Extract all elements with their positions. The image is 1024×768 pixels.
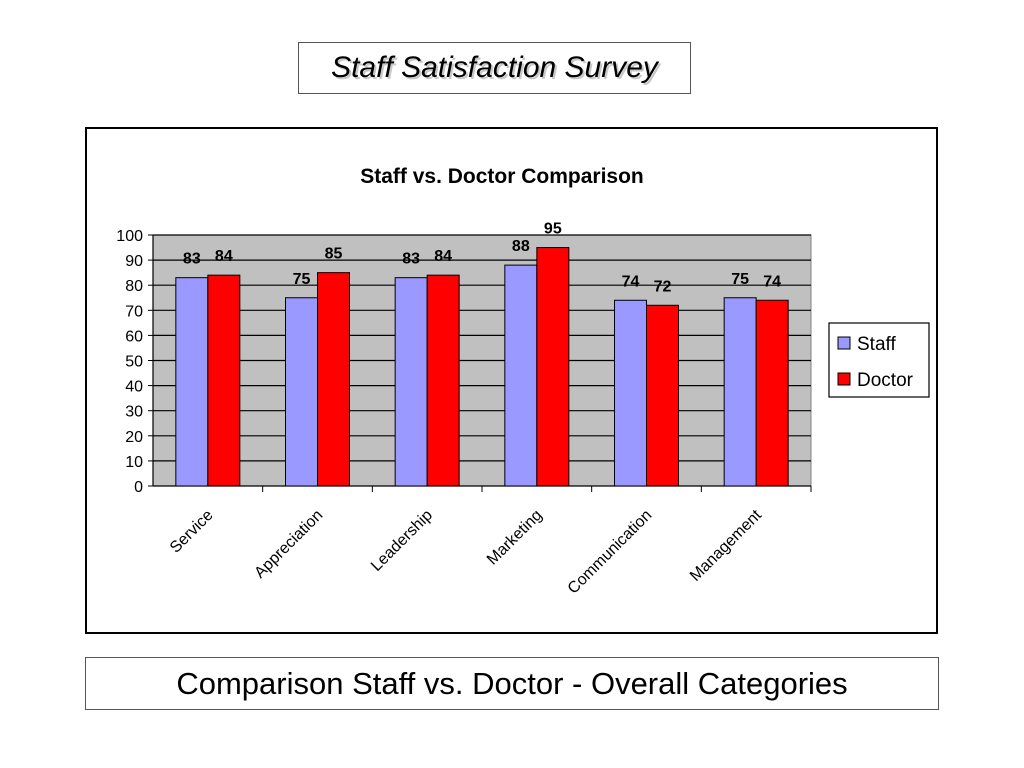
data-label: 74 (622, 273, 640, 290)
chart-legend: Staff Doctor (828, 322, 930, 398)
legend-label-staff: Staff (857, 334, 896, 355)
x-tick-label: Marketing (484, 507, 546, 569)
y-tick-label: 80 (125, 278, 143, 295)
bar-staff (614, 299, 647, 487)
bar-staff (285, 297, 318, 487)
x-tick-label: Management (687, 506, 765, 584)
y-tick-label: 40 (125, 379, 143, 396)
x-tick-label: Appreciation (251, 507, 326, 582)
chart-frame: Staff vs. Doctor Comparison 0 10 20 30 40 50 6… (85, 127, 938, 634)
data-label: 95 (544, 221, 562, 238)
data-label: 74 (763, 273, 781, 290)
x-tick-label: Service (167, 507, 217, 557)
y-tick-label: 90 (125, 253, 143, 270)
y-tick-label: 70 (125, 303, 143, 320)
y-tick-label: 10 (125, 454, 143, 471)
bar-doctor (317, 272, 350, 487)
bar-staff (723, 297, 757, 487)
bar-staff (394, 277, 428, 487)
legend-swatch-doctor (837, 372, 851, 386)
data-label: 88 (512, 238, 530, 255)
chart-title: Staff vs. Doctor Comparison (360, 165, 644, 188)
plot-area: 0 10 20 30 40 50 60 70 80 90 100 83 84 Service 75 85 App… (116, 221, 812, 598)
x-tick-label: Leadership (368, 507, 436, 575)
bar-doctor (426, 274, 460, 487)
x-tick-label: Communication (565, 507, 656, 598)
data-label: 84 (434, 248, 452, 265)
data-label: 75 (731, 271, 749, 288)
bar-doctor (536, 247, 570, 487)
bar-chart: Staff vs. Doctor Comparison 0 10 20 30 40 50 6… (116, 165, 930, 598)
y-tick-label: 50 (125, 354, 143, 371)
slide-title: Staff Satisfaction Survey (298, 42, 691, 94)
legend-box (828, 322, 930, 398)
y-tick-label: 20 (125, 429, 143, 446)
legend-swatch-staff (837, 336, 851, 350)
legend-label-doctor: Doctor (857, 370, 914, 391)
y-tick-label: 60 (125, 328, 143, 345)
data-label: 83 (183, 251, 201, 268)
slide-caption: Comparison Staff vs. Doctor - Overall Ca… (85, 657, 939, 710)
bar-doctor (755, 299, 789, 487)
bar-staff (504, 264, 538, 487)
data-label: 85 (325, 246, 343, 263)
data-label: 75 (293, 271, 311, 288)
data-label: 84 (215, 248, 233, 265)
y-tick-label: 30 (125, 404, 143, 421)
data-label: 72 (654, 278, 672, 295)
data-label: 83 (402, 251, 420, 268)
y-tick-label: 0 (134, 479, 143, 496)
y-tick-label: 100 (116, 228, 143, 245)
bar-doctor (646, 304, 679, 487)
bar-staff (175, 277, 209, 487)
bar-doctor (207, 274, 241, 487)
